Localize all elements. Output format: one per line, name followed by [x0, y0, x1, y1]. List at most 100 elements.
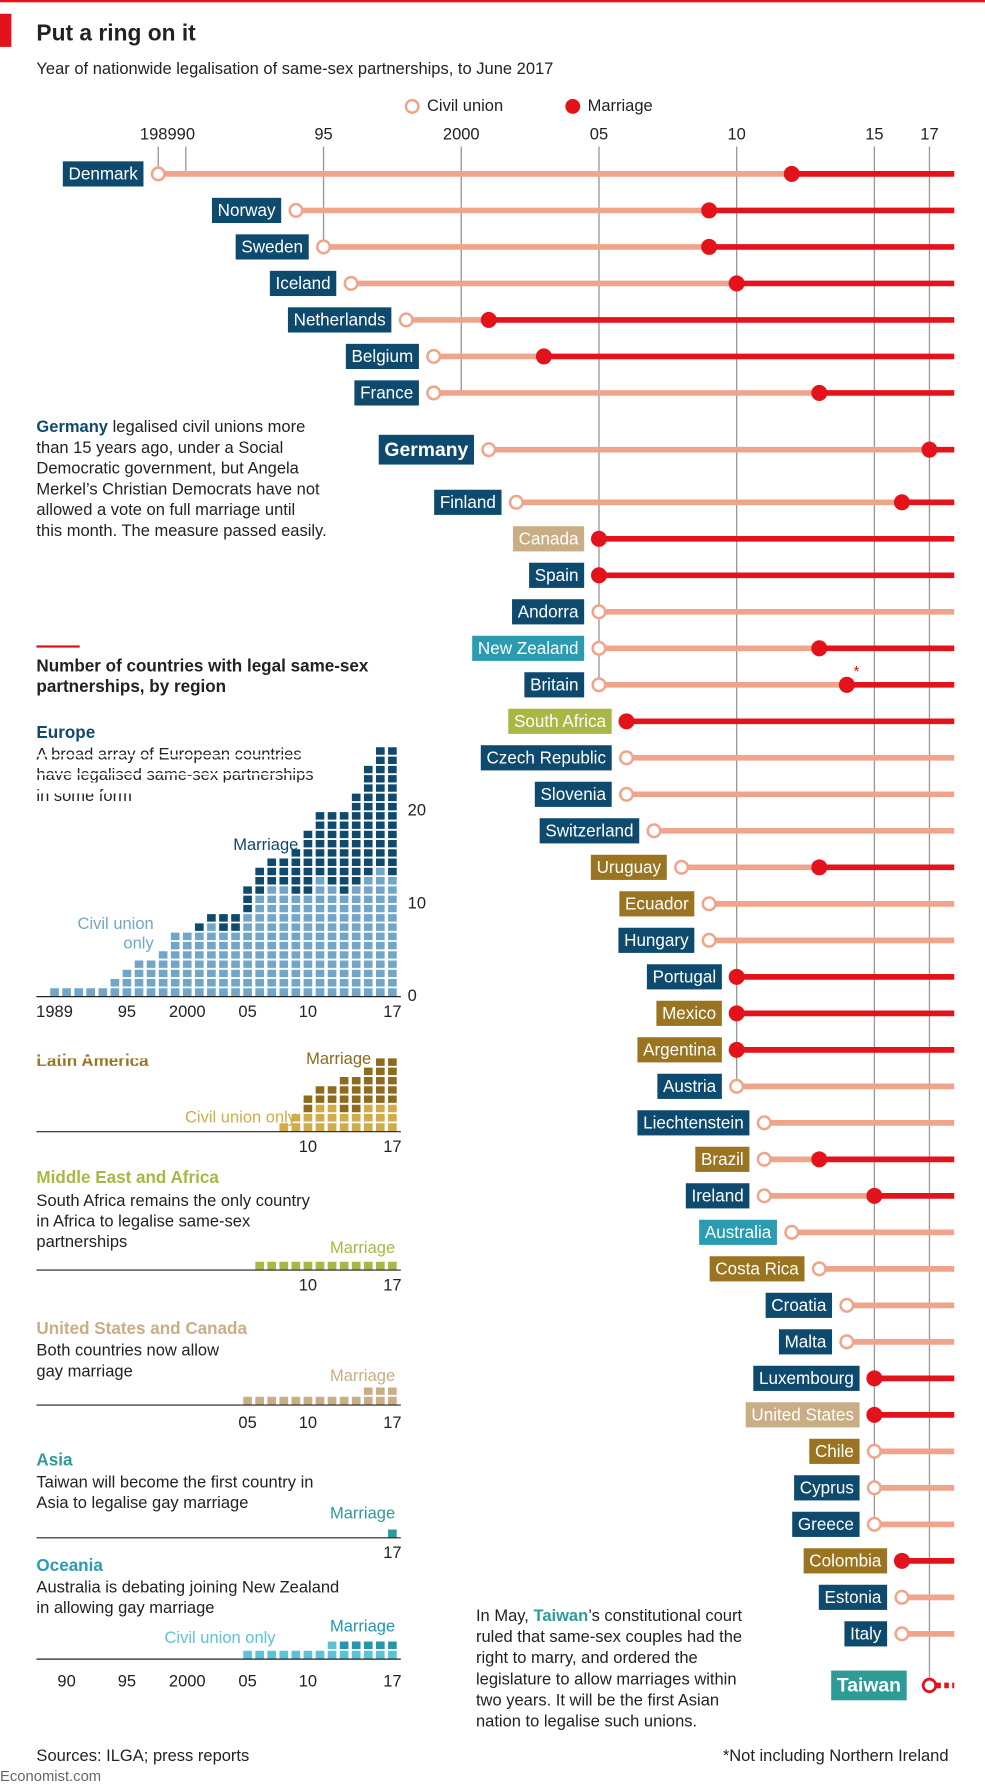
country-name: Colombia	[809, 1551, 882, 1570]
civil-union-point	[508, 494, 524, 510]
annotation-line: Merkel’s Christian Democrats have not	[36, 480, 320, 499]
marriage-point	[728, 968, 745, 985]
marriage-point	[728, 1041, 745, 1058]
bar-segment	[303, 1260, 313, 1271]
bar-segment	[363, 1103, 373, 1132]
bar-segment	[375, 1103, 385, 1132]
x-tick-label: 1989	[140, 124, 177, 143]
annotation-line: In May, Taiwan’s constitutional court	[476, 1606, 742, 1625]
country-label: Andorra	[512, 599, 585, 625]
bar-segment	[315, 811, 325, 877]
x-tick-label: 15	[865, 124, 883, 143]
series-name: Civil union only	[77, 915, 154, 954]
bar-segment	[375, 1057, 385, 1104]
bar-segment	[303, 1649, 313, 1660]
section-heading: partnerships, by region	[36, 677, 226, 696]
label-box	[269, 270, 337, 297]
marriage-point	[893, 1552, 910, 1569]
label-box	[524, 672, 585, 698]
label-box	[637, 1037, 722, 1063]
bar-segment	[339, 1640, 349, 1650]
panel-description: Australia is debating joining New Zealan…	[36, 1578, 339, 1597]
top-rule	[0, 0, 985, 3]
red-tab	[0, 13, 12, 47]
label-box	[512, 526, 585, 552]
bar-segment	[170, 931, 180, 997]
country-label: Spain	[529, 562, 585, 588]
subtitle: Year of nationwide legalisation of same-…	[36, 59, 553, 78]
marriage-point	[590, 530, 607, 547]
civil-union-point	[674, 859, 690, 875]
country-name: Argentina	[643, 1040, 717, 1059]
bar-segment	[339, 1260, 349, 1271]
annotation-line: Germany legalised civil unions more	[36, 417, 305, 436]
country-name: Croatia	[771, 1296, 827, 1315]
bar-segment	[388, 1057, 397, 1104]
country-name: Sweden	[241, 238, 303, 257]
bar-segment	[327, 1395, 337, 1406]
civil-union-point	[618, 750, 635, 766]
country-label: Portugal	[646, 964, 722, 990]
bar-segment	[339, 811, 349, 895]
annotation-text: Democratic government, but Angela	[36, 459, 299, 478]
source: Sources: ILGA; press reports	[36, 1746, 249, 1765]
annotation-text: In May,	[476, 1606, 533, 1625]
country-name: Spain	[535, 566, 579, 585]
label-box	[809, 1438, 860, 1464]
country-name: Estonia	[824, 1588, 881, 1607]
panel-title: United States and Canada	[36, 1319, 247, 1338]
country-name: Portugal	[653, 967, 717, 986]
country-name: Slovenia	[541, 785, 607, 804]
bar-segment	[388, 1640, 397, 1650]
civil-union-point	[839, 1297, 855, 1313]
bar-segment	[207, 913, 216, 923]
country-name: Ireland	[692, 1186, 744, 1205]
civil-union-point	[811, 1261, 827, 1277]
marriage-point	[783, 165, 800, 182]
section-heading: Number of countries with legal same-sex	[36, 657, 368, 676]
x-tick-label: 17	[383, 1671, 401, 1690]
country-name: Liechtenstein	[643, 1113, 744, 1132]
x-tick-label: 2000	[443, 124, 480, 143]
civil-union-point	[784, 1224, 800, 1240]
panel-description: South Africa remains the only country	[36, 1191, 310, 1210]
x-tick-label: 05	[590, 124, 608, 143]
annotation-line: legislature to allow marriages within	[476, 1670, 737, 1689]
series-label: Marriage	[330, 1239, 395, 1257]
civil-union-point	[426, 385, 442, 401]
country-name: Belgium	[352, 347, 414, 366]
country-name: Netherlands	[294, 311, 386, 330]
civil-union-point	[150, 166, 166, 182]
label-box	[803, 1548, 888, 1574]
panel-description: gay marriage	[36, 1361, 132, 1380]
country-name: Italy	[850, 1624, 882, 1643]
annotation-line: Democratic government, but Angela	[36, 459, 299, 478]
country-name: Switzerland	[545, 821, 633, 840]
bar-segment	[351, 1649, 361, 1660]
country-label: Britain	[524, 672, 585, 698]
x-tick-label: 17	[383, 1002, 401, 1021]
x-tick-label: 17	[920, 124, 938, 143]
bar-segment	[279, 1260, 289, 1271]
country-label: Hungary	[618, 927, 695, 953]
bar-segment	[195, 931, 204, 997]
marriage-point	[811, 1151, 828, 1168]
x-tick-label: 90	[177, 124, 195, 143]
panel-description: Asia to legalise gay marriage	[36, 1493, 248, 1512]
civil-union-point	[866, 1443, 882, 1459]
x-tick-label: 10	[299, 1275, 317, 1294]
annotation-highlight: Taiwan	[533, 1606, 588, 1625]
country-label: Chile	[809, 1438, 860, 1464]
series-label: Marriage	[329, 1617, 396, 1637]
bar-segment	[315, 1103, 325, 1132]
label-box	[434, 489, 502, 515]
country-name: Mexico	[662, 1004, 716, 1023]
label-box	[378, 434, 474, 465]
marriage-point	[838, 676, 855, 693]
label-box	[831, 1670, 907, 1701]
series-name: Marriage	[329, 1617, 396, 1637]
bar-segment	[339, 894, 349, 997]
country-label: Luxembourg	[753, 1365, 860, 1391]
bar-segment	[303, 829, 313, 895]
country-label: Uruguay	[590, 854, 667, 880]
